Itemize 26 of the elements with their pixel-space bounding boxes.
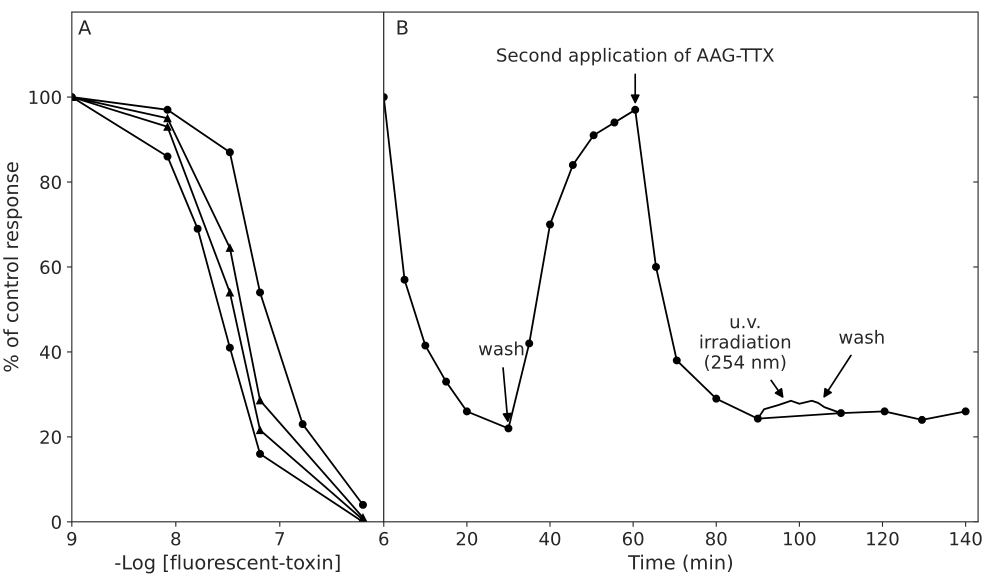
annotation: wash	[478, 341, 524, 356]
y-tick-label: 80	[40, 175, 61, 190]
annotation: wash	[839, 330, 884, 344]
x-axis-title: Time (min)	[628, 554, 732, 572]
x-tick-label: 100	[784, 532, 816, 546]
x-tick-label: 120	[867, 532, 899, 546]
x-tick-label: 8	[171, 532, 180, 546]
y-tick-label: 60	[40, 260, 61, 274]
x-tick-label: 7	[276, 532, 284, 546]
annotation: u.v. irradiation (254 nm)	[700, 318, 790, 371]
y-tick-label: 20	[40, 430, 61, 444]
x-tick-label: 40	[539, 532, 560, 546]
x-tick-label: 20	[456, 532, 478, 546]
x-tick-label: 6	[379, 532, 388, 546]
y-axis-title: % of control response	[3, 162, 22, 372]
annotation: Second application of AAG-TTX	[497, 48, 774, 66]
y-tick-label: 0	[52, 515, 61, 529]
x-tick-label: 140	[950, 532, 982, 546]
x-axis-title: -Log [fluorescent-toxin]	[115, 554, 340, 574]
x-tick-label: 9	[67, 532, 76, 546]
y-tick-label: 100	[30, 90, 61, 104]
chart-title: B	[398, 20, 408, 35]
x-tick-label: 60	[622, 532, 644, 546]
x-tick-label: 80	[706, 532, 727, 546]
chart-title: A	[78, 20, 92, 35]
y-tick-label: 40	[40, 345, 61, 360]
